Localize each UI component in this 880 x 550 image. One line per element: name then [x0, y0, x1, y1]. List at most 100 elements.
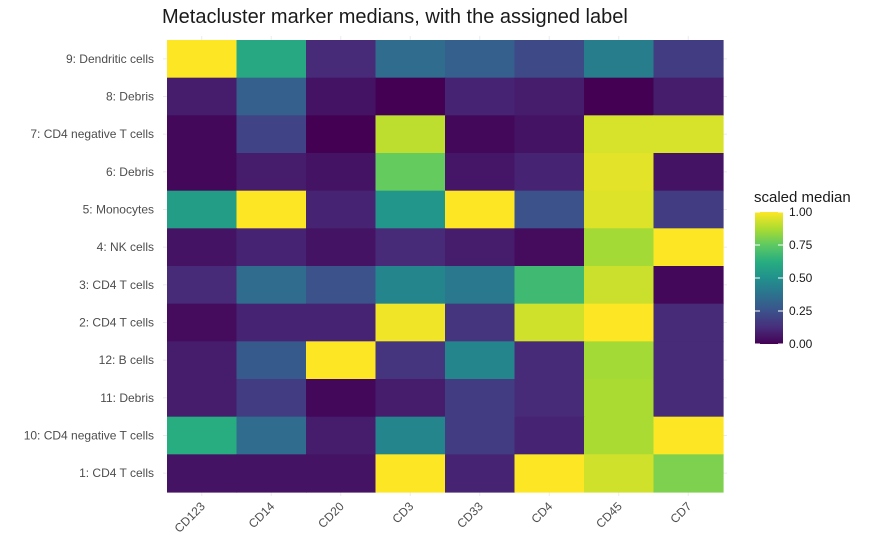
heatmap-cell [375, 115, 446, 154]
heatmap-cell [306, 266, 377, 305]
heatmap-cell [653, 115, 724, 154]
x-tick-label: CD4 [528, 499, 555, 526]
heatmap-cell [167, 190, 238, 229]
heatmap-cell [584, 303, 655, 342]
heatmap-cell [584, 266, 655, 305]
heatmap-cell [375, 416, 446, 455]
x-axis-tick-labels: CD123 CD14 CD20 CD3 CD33 CD4 CD45 CD7 [172, 499, 695, 536]
x-tick-label: CD33 [454, 499, 486, 531]
heatmap-cell [445, 115, 516, 154]
heatmap-cell [236, 153, 307, 192]
heatmap-cell [167, 115, 238, 154]
heatmap-cell [306, 379, 377, 418]
y-tick-label: 1: CD4 T cells [79, 466, 154, 480]
heatmap-cell [584, 454, 655, 493]
x-tick-label: CD45 [593, 499, 625, 531]
legend-tick-label: 1.00 [789, 205, 813, 219]
heatmap-cell [445, 190, 516, 229]
heatmap-cell [236, 190, 307, 229]
heatmap-cell [167, 228, 238, 267]
x-tick-label: CD123 [172, 499, 209, 536]
heatmap-cell [653, 416, 724, 455]
heatmap-cell [653, 454, 724, 493]
heatmap-cell [514, 190, 585, 229]
heatmap-cell [514, 303, 585, 342]
y-tick-label: 5: Monocytes [83, 203, 154, 217]
legend-title: scaled median [754, 189, 851, 206]
heatmap-cell [445, 416, 516, 455]
heatmap-cell [445, 40, 516, 79]
y-tick-label: 2: CD4 T cells [79, 316, 154, 330]
legend-ticks: 1.00 0.75 0.50 0.25 0.00 [755, 205, 813, 351]
chart-title: Metacluster marker medians, with the ass… [162, 6, 628, 28]
heatmap-cell [514, 153, 585, 192]
y-tick-label: 7: CD4 negative T cells [30, 127, 154, 141]
heatmap-cell [236, 454, 307, 493]
heatmap-cell [584, 416, 655, 455]
heatmap-cell [445, 228, 516, 267]
heatmap-cell [375, 153, 446, 192]
heatmap-cell [445, 379, 516, 418]
heatmap-cell [375, 303, 446, 342]
heatmap-cell [306, 454, 377, 493]
heatmap-cells [167, 40, 724, 493]
heatmap-cell [584, 190, 655, 229]
y-tick-label: 12: B cells [99, 353, 154, 367]
heatmap-cell [514, 416, 585, 455]
heatmap-cell [236, 40, 307, 79]
heatmap-cell [445, 77, 516, 116]
heatmap-cell [653, 341, 724, 380]
heatmap-cell [653, 190, 724, 229]
heatmap-cell [236, 379, 307, 418]
y-tick-label: 10: CD4 negative T cells [24, 429, 154, 443]
heatmap-cell [167, 153, 238, 192]
legend-tick-label: 0.25 [789, 304, 813, 318]
legend-tick-label: 0.50 [789, 271, 813, 285]
heatmap-cell [653, 379, 724, 418]
y-tick-label: 6: Debris [106, 165, 154, 179]
heatmap-cell [514, 266, 585, 305]
heatmap-cell [306, 153, 377, 192]
heatmap-cell [167, 379, 238, 418]
y-tick-label: 8: Debris [106, 90, 154, 104]
heatmap-cell [514, 341, 585, 380]
y-tick-label: 4: NK cells [97, 240, 154, 254]
heatmap-cell [584, 379, 655, 418]
heatmap-cell [375, 379, 446, 418]
heatmap-cell [514, 379, 585, 418]
y-tick-label: 3: CD4 T cells [79, 278, 154, 292]
heatmap-cell [167, 416, 238, 455]
x-tick-label: CD20 [315, 499, 347, 531]
heatmap-cell [445, 303, 516, 342]
heatmap-cell [167, 341, 238, 380]
heatmap-cell [514, 40, 585, 79]
heatmap-cell [514, 77, 585, 116]
heatmap-cell [306, 190, 377, 229]
heatmap-cell [584, 153, 655, 192]
heatmap-cell [236, 416, 307, 455]
heatmap-cell [306, 228, 377, 267]
heatmap-cell [375, 266, 446, 305]
heatmap-cell [375, 40, 446, 79]
y-axis-tick-labels: 9: Dendritic cells 8: Debris 7: CD4 negati… [24, 52, 154, 480]
heatmap-cell [236, 115, 307, 154]
heatmap-cell [584, 77, 655, 116]
legend-tick-label: 0.75 [789, 238, 813, 252]
heatmap-cell [306, 416, 377, 455]
heatmap-cell [167, 454, 238, 493]
heatmap-cell [167, 266, 238, 305]
heatmap-cell [236, 228, 307, 267]
heatmap-cell [653, 228, 724, 267]
x-tick-label: CD3 [389, 499, 416, 526]
heatmap-cell [584, 115, 655, 154]
x-tick-label: CD7 [667, 499, 694, 526]
heatmap-cell [653, 266, 724, 305]
heatmap-cell [306, 77, 377, 116]
heatmap-cell [514, 115, 585, 154]
heatmap-cell [653, 77, 724, 116]
heatmap-cell [584, 40, 655, 79]
heatmap-cell [167, 40, 238, 79]
heatmap-cell [306, 341, 377, 380]
heatmap-cell [653, 40, 724, 79]
